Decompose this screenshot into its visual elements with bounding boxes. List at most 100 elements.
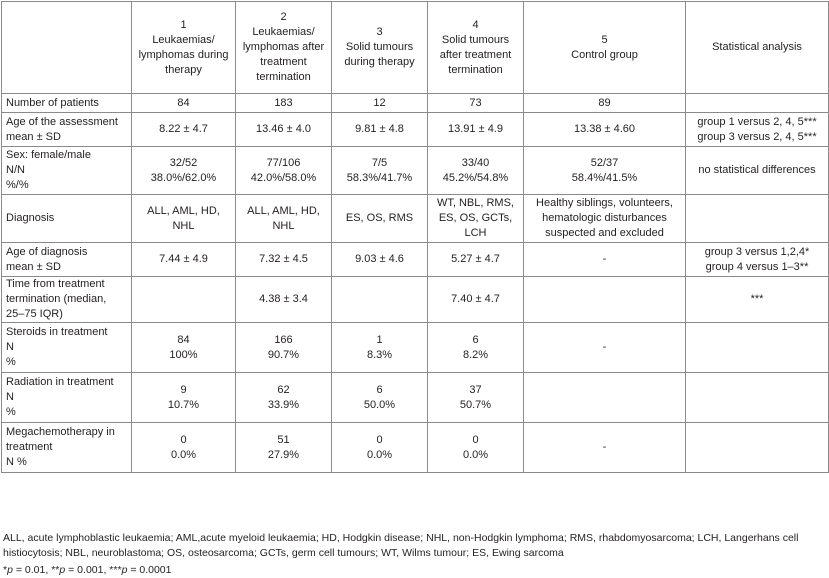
statistics-cell (685, 93, 829, 113)
cell-line: LCH (464, 227, 487, 239)
cell-line: 13.91 ± 4.9 (448, 123, 503, 135)
row-label-line: Megachemotherapy in (6, 426, 115, 438)
sig2-rest: = 0.001, (65, 564, 110, 576)
row-label-line: mean ± SD (6, 260, 61, 273)
cell-line: 0 (376, 433, 383, 446)
column-label: Statistical analysis (712, 41, 802, 53)
table-row: Radiation in treatment N% 9 10.7% 62 33.9% 6 50… (1, 372, 829, 423)
group-4-cell: 0 0.0% (427, 422, 524, 473)
statistics-cell: *** (685, 276, 829, 323)
row-label: Diagnosis (1, 194, 132, 243)
column-header-3: 3 Solid tumours during therapy (331, 1, 428, 94)
column-label: Control group (571, 48, 638, 61)
cell-line: 33/40 (461, 156, 490, 169)
cell-line: 5.27 ± 4.7 (451, 253, 500, 265)
group-1-cell: 84 100% (131, 322, 236, 373)
row-label-line: mean ± SD (6, 130, 61, 143)
cell-line: 0 (472, 433, 479, 446)
table-body: Number of patients 84 183 12 73 89 Age of the … (1, 93, 829, 473)
cell-line: 13.46 ± 4.0 (256, 123, 311, 135)
cell-line: 77/106 (266, 156, 301, 169)
group-3-cell: 1 8.3% (331, 322, 428, 373)
cell-line: - (602, 253, 607, 265)
cell-line: Healthy siblings, volunteers, (536, 197, 673, 209)
cell-line: 51 (277, 433, 290, 446)
group-5-cell: - (523, 322, 686, 373)
cell-line: 166 (274, 333, 293, 346)
sig1-mark: * (3, 564, 8, 576)
group-3-cell: 9.03 ± 4.6 (331, 242, 428, 277)
group-5-cell (523, 276, 686, 323)
group-2-cell: 7.32 ± 4.5 (235, 242, 332, 277)
column-label: Leukaemias/ lymphomas after treatment te… (242, 26, 325, 83)
row-label-line: Radiation in treatment (6, 376, 114, 388)
table-row: Time from treatment termination (median, 2… (1, 276, 829, 323)
cell-line: 6 (376, 383, 383, 396)
cell-line: group 1 versus 2, 4, 5*** (697, 115, 817, 128)
column-header-6: Statistical analysis (685, 1, 829, 94)
cell-line: 0.0% (366, 448, 393, 461)
row-label: Age of the assessment mean ± SD (1, 112, 132, 147)
group-3-cell: 6 50.0% (331, 372, 428, 423)
group-4-cell: 6 8.2% (427, 322, 524, 373)
group-3-cell: 9.81 ± 4.8 (331, 112, 428, 147)
cell-line: 32/52 (169, 156, 198, 169)
column-header-2: 2 Leukaemias/ lymphomas after treatment t… (235, 1, 332, 94)
cell-line: - (602, 441, 607, 453)
abbreviations-footnote: ALL, acute lymphoblastic leukaemia; AML,… (3, 531, 823, 561)
cell-line: 42.0%/58.0% (250, 171, 317, 184)
cell-line: hematologic disturbances (542, 212, 667, 224)
statistics-cell: no statistical differences (685, 146, 829, 195)
cell-line: 183 (274, 96, 293, 109)
cell-line: 0.0% (462, 448, 489, 461)
row-label-line: N (6, 391, 14, 403)
column-header-1: 1 Leukaemias/ lymphomas during therapy (131, 1, 236, 94)
cell-line: WT, NBL, RMS, (436, 197, 514, 209)
column-label: Leukaemias/ lymphomas during therapy (138, 33, 229, 76)
row-label-line: Number of patients (6, 96, 99, 109)
cell-line: 38.0%/62.0% (150, 171, 217, 184)
group-2-cell: 183 (235, 93, 332, 113)
group-5-cell: - (523, 422, 686, 473)
column-header-0 (1, 1, 132, 94)
group-3-cell: 7/5 58.3%/41.7% (331, 146, 428, 195)
row-label-line: N (6, 341, 14, 353)
row-label-line: Age of the assessment (6, 115, 118, 128)
group-1-cell: 7.44 ± 4.9 (131, 242, 236, 277)
group-1-cell: 0 0.0% (131, 422, 236, 473)
table-row: Megachemotherapy in treatment N % 0 0.0% 51 27… (1, 422, 829, 473)
statistics-cell: group 3 versus 1,2,4* group 4 versus 1–3*… (685, 242, 829, 277)
cell-line: 9.03 ± 4.6 (355, 253, 404, 265)
column-number: 5 (601, 33, 608, 46)
sig2-mark: ** (51, 564, 60, 576)
group-2-cell: 166 90.7% (235, 322, 332, 373)
row-label-line: Diagnosis (6, 212, 55, 224)
group-2-cell: 13.46 ± 4.0 (235, 112, 332, 147)
sig3-var: p (121, 564, 128, 576)
column-number: 3 (376, 26, 383, 38)
row-label-line: 25–75 IQR) (6, 308, 63, 320)
group-3-cell: 0 0.0% (331, 422, 428, 473)
row-label: Time from treatment termination (median, 2… (1, 276, 132, 323)
cell-line: 13.38 ± 4.60 (573, 123, 636, 135)
group-2-cell: ALL, AML, HD, NHL (235, 194, 332, 243)
cell-line: NHL (272, 219, 295, 232)
group-5-cell: 89 (523, 93, 686, 113)
cell-line: - (602, 341, 607, 353)
cell-line: 0 (180, 433, 187, 446)
group-1-cell (131, 276, 236, 323)
cell-line: 50.7% (459, 398, 492, 411)
table-row: Steroids in treatment N% 84 100% 166 90.7% 1 8.… (1, 322, 829, 373)
cell-line: 9.81 ± 4.8 (355, 123, 404, 135)
cell-line: 84 (177, 96, 190, 109)
row-label-line: Time from treatment (6, 278, 105, 290)
sig2-var: p (59, 564, 66, 576)
cell-line: ES, OS, GCTs, (438, 212, 513, 224)
group-1-cell: 32/52 38.0%/62.0% (131, 146, 236, 195)
cell-line: 8.2% (462, 348, 489, 361)
cell-line: 6 (472, 333, 479, 346)
cell-line: NHL (172, 219, 195, 232)
table-row: Diagnosis ALL, AML, HD, NHL ALL, AML, HD, NH… (1, 194, 829, 243)
cell-line: 8.22 ± 4.7 (159, 123, 208, 135)
row-label-line: % (6, 356, 16, 368)
